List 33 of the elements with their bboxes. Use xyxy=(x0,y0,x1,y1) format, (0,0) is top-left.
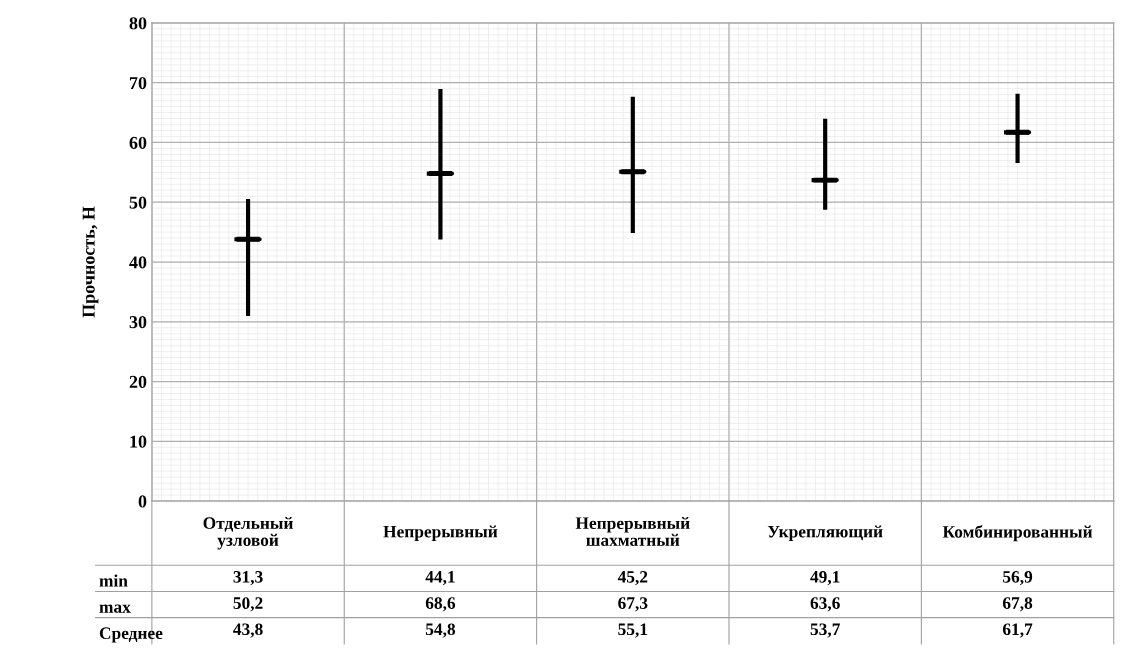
y-axis-title: Прочность, Н xyxy=(82,206,99,318)
y-tick-label: 40 xyxy=(129,256,147,269)
y-tick-label: 30 xyxy=(129,316,147,329)
y-tick-label: 10 xyxy=(130,435,147,448)
text: 31,3 xyxy=(233,571,263,586)
y-tick-label: 70 xyxy=(129,76,147,90)
y-tick-label: 50 xyxy=(129,196,147,209)
text: 49,1 xyxy=(810,571,840,586)
text: 68,6 xyxy=(425,597,456,612)
text: 61,7 xyxy=(1002,623,1033,638)
x-tick-label: Непрерывный xyxy=(383,525,498,542)
y-tick-label: 0 xyxy=(138,495,147,508)
x-tick-label: Отдельный узловой xyxy=(203,516,293,550)
text: 50,2 xyxy=(233,597,263,612)
text: 43,8 xyxy=(233,623,263,638)
text: 53,7 xyxy=(810,623,840,638)
text: 67,8 xyxy=(1002,597,1033,612)
text: 44,1 xyxy=(425,571,455,586)
text: 54,8 xyxy=(425,623,456,638)
text: min xyxy=(99,574,128,587)
text: 45,2 xyxy=(617,571,648,586)
text: max xyxy=(99,604,131,613)
text: 56,9 xyxy=(1003,571,1033,586)
x-tick-label: Непрерывный шахматный xyxy=(575,516,690,546)
text: 55,1 xyxy=(618,623,648,638)
x-tick-label: Укрепляющий xyxy=(767,525,883,542)
y-tick-label: 20 xyxy=(129,375,147,388)
y-tick-label: 80 xyxy=(129,17,147,30)
text: Среднее xyxy=(99,627,163,643)
x-tick-label: Комбинированный xyxy=(942,525,1093,542)
text: 67,3 xyxy=(618,597,648,612)
y-tick-label: 60 xyxy=(129,136,147,149)
text: 63,6 xyxy=(810,597,840,612)
